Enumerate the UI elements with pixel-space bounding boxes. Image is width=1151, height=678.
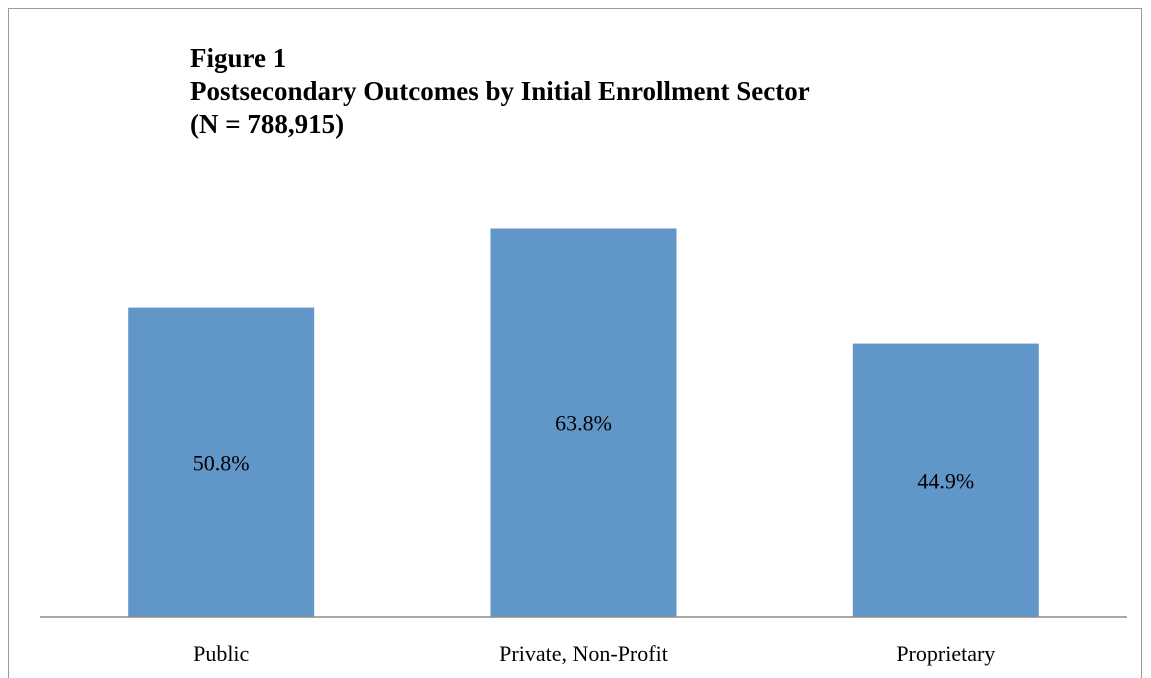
- data-label: 50.8%: [193, 450, 250, 475]
- bar-public: [128, 307, 315, 617]
- x-tick-label: Proprietary: [896, 641, 995, 666]
- chart-subtitle: Postsecondary Outcomes by Initial Enroll…: [190, 76, 810, 106]
- chart-title-block: Figure 1 Postsecondary Outcomes by Initi…: [190, 42, 810, 141]
- x-tick-labels: Public Private, Non-Profit Proprietary: [193, 641, 995, 666]
- bars-group: 50.8% 63.8% 44.9%: [128, 228, 1039, 617]
- bar-proprietary: [852, 343, 1039, 617]
- bar-private-non-profit: [490, 228, 677, 617]
- chart-sample-size: (N = 788,915): [190, 109, 345, 139]
- data-label: 63.8%: [555, 411, 612, 436]
- chart-title: Figure 1: [190, 43, 287, 73]
- x-tick-label: Public: [193, 641, 249, 666]
- data-label: 44.9%: [917, 468, 974, 493]
- chart-frame: [8, 8, 1142, 678]
- x-tick-label: Private, Non-Profit: [499, 641, 668, 666]
